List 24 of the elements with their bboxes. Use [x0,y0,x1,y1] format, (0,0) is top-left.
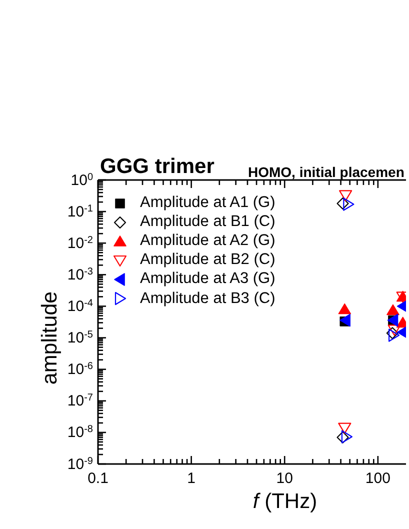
y-tick-label: 10$^{-5}$ [67,329,94,347]
y-tick-label: 10$^{0}$ [70,171,94,189]
y-tick-label: 10$^{-1}$ [67,202,94,220]
x-tick-label: 100 [365,470,390,487]
y-tick-label: 10$^{-6}$ [67,360,94,378]
legend-label: Amplitude at A1 (G) [140,194,276,212]
legend-label: Amplitude at A3 (G) [140,270,276,288]
y-tick-label: 10$^{-8}$ [67,424,94,442]
x-tick-label: 0.1 [88,470,108,487]
x-tick-label: 1 [187,470,196,487]
legend-label: Amplitude at B1 (C) [140,213,276,232]
y-axis-title: amplitude [37,291,62,385]
legend-label: Amplitude at B2 (C) [140,251,276,270]
x-tick-label: 10 [276,470,293,487]
y-tick-label: 10$^{-4}$ [67,298,94,316]
legend-label: Amplitude at A2 (G) [140,232,276,250]
y-tick-label: 10$^{-3}$ [67,266,94,284]
y-tick-label: 10$^{-9}$ [67,455,94,473]
legend-label: Amplitude at B3 (C) [140,290,276,308]
y-tick-label: 10$^{-7}$ [67,392,94,410]
x-axis-title: f (THz) [252,490,318,513]
chart-subtitle: HOMO, initial placemen [248,164,404,180]
chart-title: GGG trimer [100,155,214,178]
y-tick-label: 10$^{-2}$ [67,234,94,252]
